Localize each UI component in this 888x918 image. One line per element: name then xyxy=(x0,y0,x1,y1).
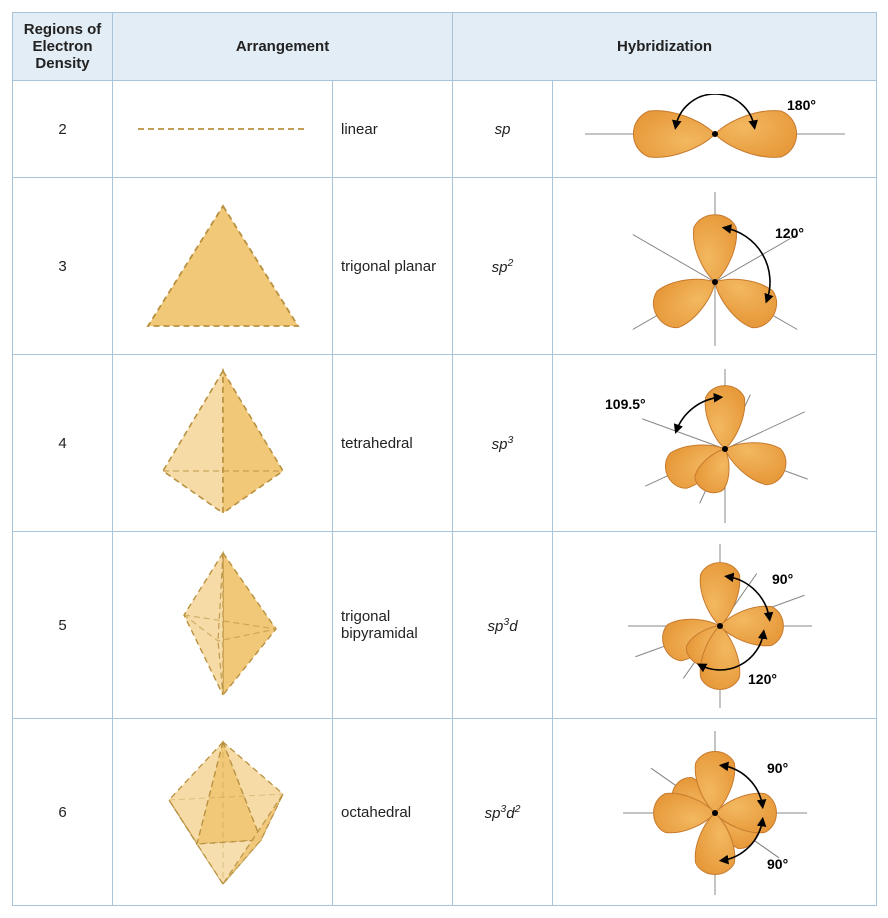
orbitals-sp3d-icon: 90° 120° xyxy=(565,540,865,710)
cell-orbitals: 120° xyxy=(553,178,877,355)
table-row: 2 linear sp 180° xyxy=(13,81,877,178)
cell-geometry-shape xyxy=(113,719,333,906)
header-regions: Regions of Electron Density xyxy=(13,13,113,81)
cell-hybridization: sp3 xyxy=(453,355,553,532)
shape-tetrahedral-icon xyxy=(143,363,303,523)
header-arrangement: Arrangement xyxy=(113,13,453,81)
cell-regions: 2 xyxy=(13,81,113,178)
cell-geometry-name: linear xyxy=(333,81,453,178)
table-row: 6 octahedral sp3d2 xyxy=(13,719,877,906)
orbitals-sp3-icon: 109.5° xyxy=(565,363,865,523)
cell-regions: 3 xyxy=(13,178,113,355)
svg-text:90°: 90° xyxy=(772,571,793,587)
cell-geometry-name: trigonal planar xyxy=(333,178,453,355)
shape-trigonal-bipyramidal-icon xyxy=(148,545,298,705)
cell-orbitals: 90° 90° xyxy=(553,719,877,906)
svg-text:120°: 120° xyxy=(748,671,777,687)
cell-regions: 5 xyxy=(13,532,113,719)
table-body: 2 linear sp 180° 3 trigonal planar sp2 xyxy=(13,81,877,906)
cell-orbitals: 180° xyxy=(553,81,877,178)
cell-orbitals: 90° 120° xyxy=(553,532,877,719)
cell-orbitals: 109.5° xyxy=(553,355,877,532)
svg-text:120°: 120° xyxy=(775,225,804,241)
shape-trigonal-planar-icon xyxy=(138,196,308,336)
cell-geometry-name: octahedral xyxy=(333,719,453,906)
svg-text:90°: 90° xyxy=(767,856,788,872)
orbitals-sp2-icon: 120° xyxy=(565,186,865,346)
header-row: Regions of Electron Density Arrangement … xyxy=(13,13,877,81)
table-row: 3 trigonal planar sp2 120° xyxy=(13,178,877,355)
shape-linear-icon xyxy=(128,114,318,144)
header-hybridization: Hybridization xyxy=(453,13,877,81)
cell-hybridization: sp3d2 xyxy=(453,719,553,906)
cell-geometry-name: tetrahedral xyxy=(333,355,453,532)
hybridization-table: Regions of Electron Density Arrangement … xyxy=(12,12,877,906)
cell-regions: 4 xyxy=(13,355,113,532)
table-row: 5 trigonal bipyramidal sp3d xyxy=(13,532,877,719)
shape-octahedral-icon xyxy=(143,732,303,892)
cell-hybridization: sp3d xyxy=(453,532,553,719)
table-row: 4 tetrahedral sp3 109.5° xyxy=(13,355,877,532)
cell-regions: 6 xyxy=(13,719,113,906)
orbitals-sp3d2-icon: 90° 90° xyxy=(565,727,865,897)
cell-hybridization: sp xyxy=(453,81,553,178)
svg-text:109.5°: 109.5° xyxy=(605,396,646,412)
cell-geometry-shape xyxy=(113,81,333,178)
cell-hybridization: sp2 xyxy=(453,178,553,355)
cell-geometry-shape xyxy=(113,355,333,532)
svg-text:90°: 90° xyxy=(767,760,788,776)
svg-text:180°: 180° xyxy=(787,97,816,113)
orbitals-sp-icon: 180° xyxy=(565,94,865,164)
cell-geometry-shape xyxy=(113,532,333,719)
cell-geometry-name: trigonal bipyramidal xyxy=(333,532,453,719)
cell-geometry-shape xyxy=(113,178,333,355)
